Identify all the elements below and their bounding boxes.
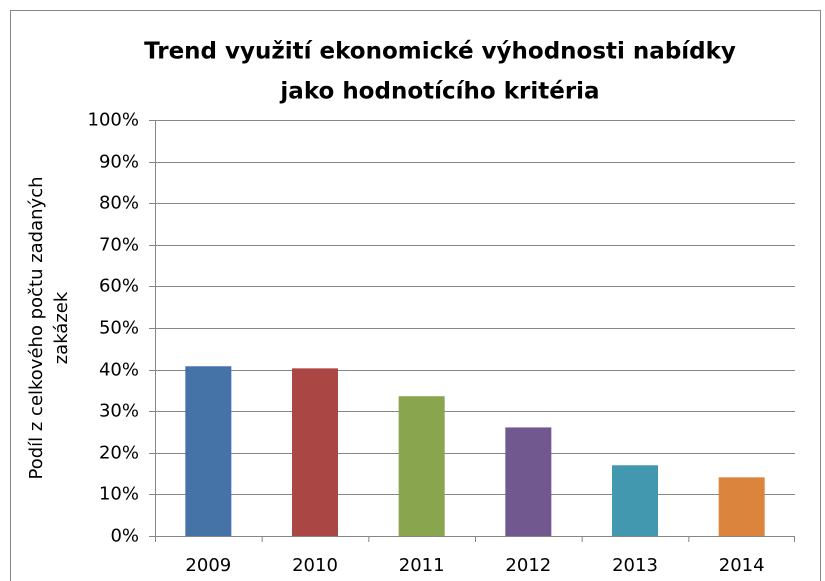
y-tick-label: 90% — [99, 152, 139, 173]
y-tick-label: 0% — [110, 526, 139, 547]
y-tick-label: 40% — [99, 360, 139, 381]
y-tick-label: 50% — [99, 318, 139, 339]
y-tick-label: 30% — [99, 401, 139, 422]
x-tick-label: 2011 — [399, 555, 445, 576]
y-axis-label: Podíl z celkového počtu zadaných — [26, 176, 47, 479]
y-tick-label: 60% — [99, 276, 139, 297]
y-tick-label: 10% — [99, 484, 139, 505]
y-axis-label: zakázek — [51, 291, 72, 364]
bar — [612, 465, 658, 536]
bar — [718, 477, 765, 536]
y-tick-label: 80% — [99, 193, 139, 214]
chart-title: Trend využití ekonomické výhodnosti nabí… — [144, 39, 736, 65]
y-tick-label: 20% — [99, 443, 139, 464]
x-tick-label: 2010 — [292, 555, 338, 576]
x-tick-label: 2009 — [185, 555, 231, 576]
x-tick-label: 2014 — [719, 555, 765, 576]
bar — [185, 366, 232, 536]
bar — [505, 427, 552, 536]
y-tick-label: 100% — [88, 110, 139, 131]
x-tick-label: 2012 — [505, 555, 551, 576]
y-tick-label: 70% — [99, 235, 139, 256]
x-tick-label: 2013 — [612, 555, 658, 576]
bar — [398, 396, 445, 536]
bar — [292, 368, 338, 536]
chart-title: jako hodnotícího kritéria — [279, 79, 599, 105]
